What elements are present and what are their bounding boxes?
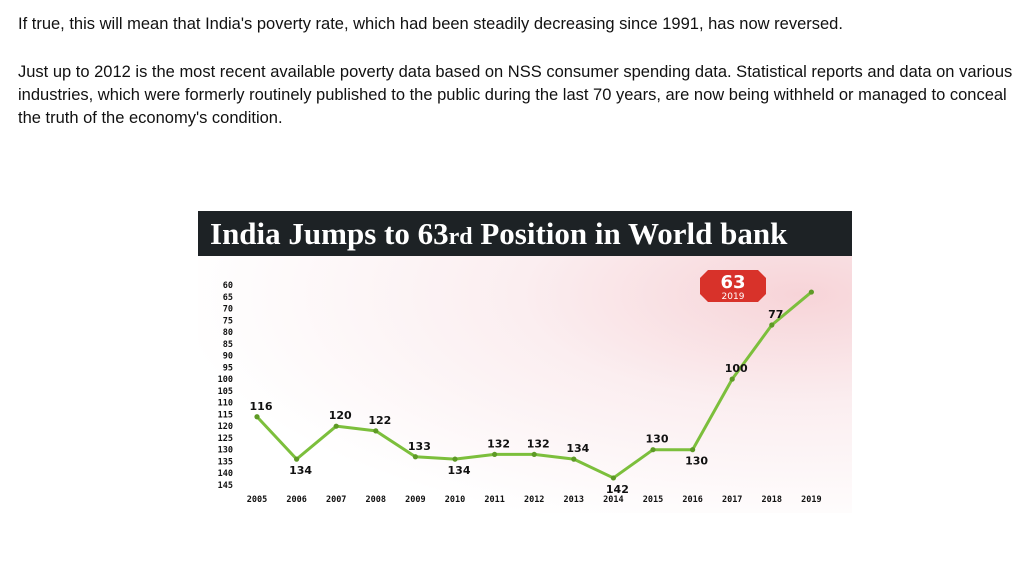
data-label: 132: [527, 437, 550, 450]
y-tick-label: 115: [218, 410, 233, 420]
y-tick-label: 105: [218, 387, 233, 397]
data-label: 133: [408, 440, 431, 453]
x-tick-label: 2013: [564, 495, 584, 505]
data-label: 100: [725, 362, 748, 375]
data-point: [452, 456, 458, 462]
chart-title: India Jumps to 63rd Position in World ba…: [198, 211, 852, 256]
y-tick-label: 80: [223, 328, 233, 338]
x-tick-label: 2007: [326, 495, 346, 505]
x-tick-label: 2009: [405, 495, 425, 505]
y-tick-label: 120: [218, 422, 233, 432]
data-point: [808, 289, 815, 295]
data-point: [373, 428, 379, 434]
x-tick-label: 2008: [366, 495, 386, 505]
data-point: [610, 475, 616, 481]
data-point: [531, 451, 537, 458]
y-tick-label: 65: [223, 293, 233, 303]
x-axis-ticks: 2005 2006 2007 2008 2009 2010 2011 2012 2013 2014…: [247, 495, 822, 505]
data-label: 120: [329, 409, 352, 422]
data-label: 77: [768, 308, 783, 321]
data-point: [254, 414, 260, 420]
chart-title-main: India Jumps to 63: [210, 216, 449, 251]
x-tick-label: 2012: [524, 495, 544, 505]
data-label: 116: [250, 400, 273, 413]
data-point: [492, 451, 498, 458]
data-label: 134: [289, 464, 312, 477]
x-tick-label: 2016: [682, 495, 702, 505]
y-tick-label: 95: [223, 363, 233, 373]
data-point: [294, 456, 300, 462]
data-point: [650, 447, 656, 453]
x-tick-label: 2014: [603, 495, 623, 505]
y-tick-label: 145: [218, 481, 233, 491]
x-tick-label: 2019: [801, 495, 821, 505]
y-tick-label: 100: [218, 375, 233, 385]
chart-title-suffix: rd: [448, 224, 473, 250]
data-point: [333, 423, 339, 429]
y-tick-label: 60: [223, 281, 233, 291]
y-tick-label: 125: [218, 434, 233, 444]
point-labels: 116 134 120 122 133 134 132 132 134 142 130 130 100 7…: [250, 308, 784, 496]
data-point: [412, 454, 418, 460]
data-label: 134: [448, 464, 471, 477]
data-point: [690, 447, 696, 453]
x-tick-label: 2010: [445, 495, 465, 505]
y-axis-ticks: 6065707580859095100105110115120125130135…: [218, 281, 233, 491]
y-tick-label: 140: [218, 469, 233, 479]
data-label: 130: [646, 433, 669, 446]
data-point: [769, 322, 775, 328]
rank-line-chart: 6065707580859095100105110115120125130135…: [198, 256, 852, 513]
x-tick-label: 2018: [762, 495, 782, 505]
data-label: 122: [368, 414, 391, 427]
x-tick-label: 2005: [247, 495, 267, 505]
x-tick-label: 2006: [286, 495, 306, 505]
intro-paragraph: If true, this will mean that India's pov…: [18, 15, 843, 33]
y-tick-label: 130: [218, 446, 233, 456]
data-label: 142: [606, 483, 629, 496]
data-label: 130: [685, 455, 708, 468]
chart-title-end: Position in World bank: [472, 216, 788, 251]
badge-rank: 63: [720, 272, 745, 293]
data-point: [571, 456, 577, 462]
data-label: 132: [487, 437, 510, 450]
series-markers: [254, 289, 815, 481]
y-tick-label: 75: [223, 316, 233, 326]
data-point: [729, 376, 735, 382]
chart-figure: India Jumps to 63rd Position in World ba…: [198, 211, 852, 513]
data-label: 134: [566, 442, 589, 455]
y-tick-label: 90: [223, 352, 233, 362]
x-tick-label: 2011: [484, 495, 504, 505]
x-tick-label: 2017: [722, 495, 742, 505]
x-tick-label: 2015: [643, 495, 663, 505]
y-tick-label: 85: [223, 340, 233, 350]
badge-year: 2019: [722, 292, 745, 302]
y-tick-label: 110: [218, 399, 233, 409]
body-paragraph: Just up to 2012 is the most recent avail…: [18, 63, 1013, 127]
y-tick-label: 70: [223, 305, 233, 315]
y-tick-label: 135: [218, 457, 233, 467]
badge-shape: [700, 270, 766, 302]
